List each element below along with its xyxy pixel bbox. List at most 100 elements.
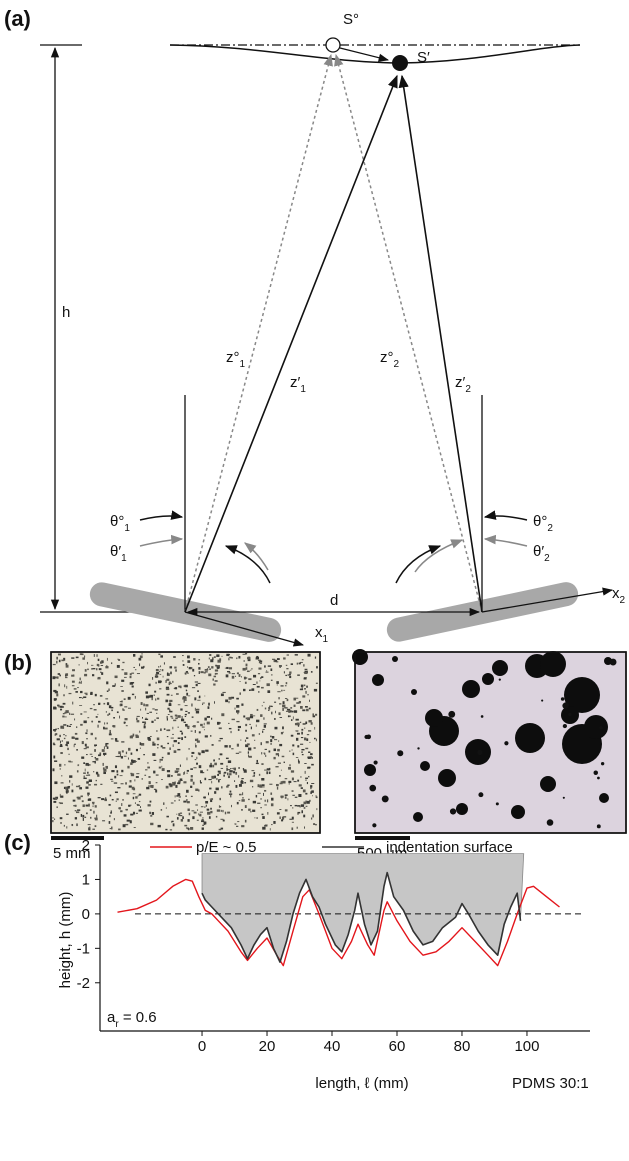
droplet	[372, 674, 384, 686]
speckle	[167, 716, 168, 718]
speckle	[259, 733, 260, 734]
speckle	[185, 716, 186, 717]
speckle	[276, 784, 279, 786]
speckle	[219, 772, 221, 774]
speckle	[157, 737, 160, 740]
speckle	[251, 770, 254, 771]
speckle	[306, 738, 308, 741]
speckle	[60, 802, 63, 804]
speckle	[95, 757, 96, 758]
speckle	[213, 759, 215, 761]
speckle	[124, 698, 126, 700]
speckle	[178, 704, 181, 705]
speckle	[193, 782, 195, 785]
speckle	[142, 778, 143, 780]
speckle	[238, 729, 240, 731]
speckle	[173, 720, 176, 722]
speckle	[264, 665, 266, 667]
speckle	[210, 811, 212, 813]
speckle	[132, 787, 135, 790]
speckle	[195, 730, 196, 733]
speckle	[197, 809, 198, 810]
speckle	[204, 696, 205, 697]
speckle	[218, 780, 220, 783]
speckle	[131, 753, 133, 755]
speckle	[151, 721, 153, 723]
speckle	[306, 709, 309, 711]
speckle	[238, 775, 239, 777]
speckle	[109, 821, 111, 824]
speckle	[244, 660, 245, 661]
speckle	[236, 705, 239, 708]
speckle	[190, 779, 192, 782]
speckle	[304, 685, 306, 687]
speckle	[297, 780, 299, 782]
speckle	[122, 750, 124, 752]
speckle	[292, 795, 294, 796]
speckle	[162, 757, 164, 758]
speckle	[300, 722, 301, 723]
speckle	[298, 794, 301, 797]
speckle	[209, 765, 212, 768]
speckle	[288, 767, 291, 770]
speckle	[257, 686, 260, 688]
angle-arrow	[226, 546, 270, 583]
speckle	[297, 827, 298, 829]
speckle	[229, 770, 232, 772]
speckle	[53, 756, 55, 759]
speckle	[277, 749, 280, 751]
speckle	[80, 653, 83, 655]
speckle	[66, 826, 67, 828]
ray-original-right	[336, 55, 482, 612]
speckle	[147, 767, 150, 769]
speckle	[199, 731, 201, 733]
speckle	[184, 722, 186, 723]
speckle	[184, 825, 187, 827]
speckle	[152, 812, 154, 815]
speckle	[88, 799, 89, 801]
speckle	[156, 717, 159, 719]
speckle	[111, 707, 114, 709]
speckle	[144, 775, 146, 776]
speckle	[86, 694, 88, 695]
speckle	[88, 775, 91, 776]
speckle	[69, 780, 70, 782]
speckle	[80, 691, 82, 693]
speckle	[79, 787, 82, 789]
speckle	[72, 685, 75, 686]
speckle	[90, 754, 93, 755]
speckle	[94, 744, 97, 746]
speckle	[229, 697, 232, 700]
speckle	[98, 703, 100, 705]
speckle	[80, 713, 82, 714]
speckle	[221, 656, 222, 657]
speckle	[269, 784, 272, 785]
speckle	[179, 796, 181, 797]
speckle	[301, 804, 304, 807]
speckle	[227, 773, 228, 776]
speckle	[139, 794, 141, 796]
speckle	[279, 744, 282, 746]
speckle	[281, 690, 282, 692]
speckle	[263, 793, 264, 796]
speckle	[204, 718, 206, 721]
speckle	[139, 801, 140, 802]
speckle	[155, 698, 156, 700]
speckle	[273, 821, 275, 824]
droplet	[504, 741, 508, 745]
speckle	[189, 813, 191, 816]
speckle	[311, 757, 312, 759]
speckle	[267, 799, 268, 802]
speckle	[190, 786, 192, 788]
speckle	[177, 749, 180, 750]
speckle	[205, 735, 208, 737]
speckle	[235, 824, 237, 825]
droplet	[601, 762, 604, 765]
speckle	[91, 665, 93, 666]
label-d: d	[330, 592, 338, 609]
speckle	[94, 761, 95, 764]
y-tick-label: -1	[77, 940, 90, 957]
speckle	[83, 696, 86, 698]
speckle	[156, 669, 159, 671]
speckle	[266, 672, 269, 673]
